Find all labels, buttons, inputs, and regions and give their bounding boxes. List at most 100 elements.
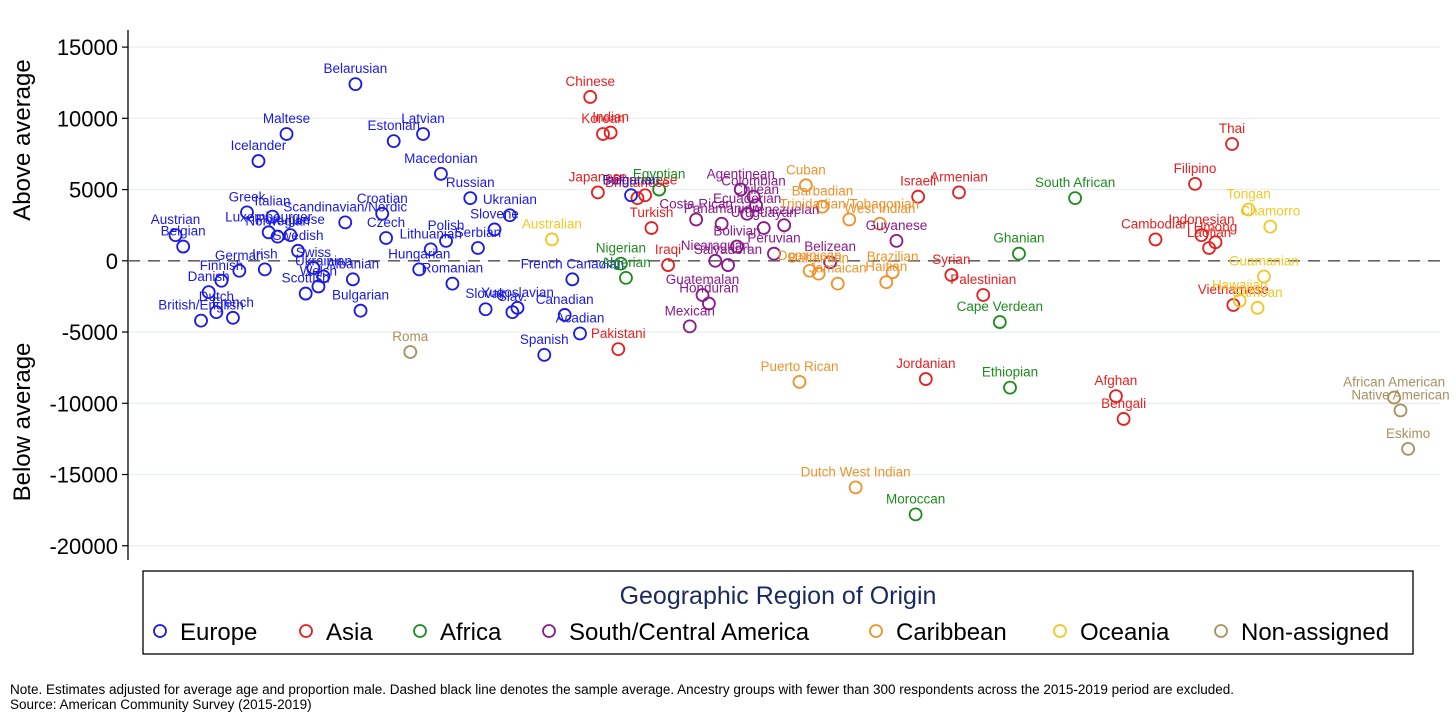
footnote-source: Source: American Community Survey (2015-… [10, 697, 312, 712]
y-axis-label-below: Below average [9, 343, 36, 502]
point-label: Guatemalan [666, 272, 740, 287]
data-point [590, 185, 605, 200]
data-point [505, 305, 520, 319]
y-tick-label: 5000 [69, 178, 118, 203]
data-point [463, 191, 478, 206]
point-label: French [212, 295, 254, 310]
point-label: Nicaraguan [681, 238, 750, 253]
data-point [714, 216, 729, 231]
point-label: Cambodian [1121, 216, 1190, 231]
point-label: Colombian [721, 174, 786, 189]
point-label: Lithuanian [400, 226, 462, 241]
point-label: Czech [367, 215, 405, 230]
data-point [603, 125, 618, 140]
point-label: Venezuelan [749, 202, 820, 217]
point-label: Slav. [498, 289, 527, 304]
point-label: Swedish [273, 228, 324, 243]
data-point [756, 221, 771, 235]
legend-box [142, 570, 1414, 655]
point-label: Israeli [900, 174, 936, 189]
data-point [487, 222, 502, 237]
data-point [644, 221, 659, 235]
point-label: Afghan [1095, 373, 1138, 388]
legend-entries: Europe Asia Africa South/Central America Car… [153, 619, 1389, 646]
point-label: Finnish [200, 258, 244, 273]
point-label: Tongan [1226, 187, 1270, 202]
data-point [777, 218, 792, 233]
point-label: Belizean [804, 239, 856, 254]
data-point [1194, 228, 1209, 243]
point-label: Syrian [932, 252, 970, 267]
data-point [630, 191, 645, 206]
data-point [811, 266, 826, 281]
point-label: Panamanian [684, 201, 760, 216]
data-point [240, 205, 254, 220]
data-point [1003, 380, 1017, 395]
point-label: Japanese [569, 169, 628, 184]
data-point [1250, 300, 1265, 315]
point-label: Latvian [401, 111, 445, 126]
data-point [257, 262, 272, 277]
data-point [270, 229, 285, 244]
point-label: Jordanian [896, 356, 955, 371]
point-label: Spanish [520, 332, 569, 347]
data-point [1401, 441, 1416, 456]
legend-marker [1053, 624, 1067, 638]
data-point [815, 199, 830, 214]
legend-label: South/Central America [569, 619, 810, 646]
point-label: Maltese [263, 111, 310, 126]
point-label: Bolivian [713, 224, 760, 239]
point-label: Turkish [630, 205, 674, 220]
point-label: Haitian [865, 259, 907, 274]
data-point [353, 303, 368, 318]
point-label: Bhutanese [605, 175, 670, 190]
point-label: Bulgarian [603, 172, 660, 187]
y-axis: 15000 10000 5000 0 -5000 -10000 -15000 -20000 [49, 30, 129, 560]
point-label: Ghanian [993, 231, 1044, 246]
data-point [403, 345, 418, 359]
point-label: Moroccan [886, 491, 945, 506]
point-label: Chamorro [1240, 204, 1300, 219]
point-label: Uruguayan [731, 205, 797, 220]
point-label: Belgian [161, 224, 206, 239]
data-point [265, 209, 280, 224]
data-point [306, 261, 321, 275]
data-point [209, 305, 224, 319]
data-point [952, 185, 966, 200]
data-point [176, 239, 191, 254]
legend-label: Europe [180, 619, 257, 646]
data-point [416, 127, 430, 141]
data-point [423, 242, 438, 257]
point-label: Palestinian [950, 272, 1016, 287]
data-point [226, 310, 240, 325]
point-label: Romanian [422, 261, 484, 276]
point-label: Albanian [327, 256, 380, 271]
point-label: Hungarian [388, 246, 450, 261]
data-point [611, 342, 626, 357]
data-point [545, 232, 559, 247]
data-point [471, 241, 485, 255]
data-point [316, 269, 331, 284]
data-point [708, 253, 723, 268]
point-label: Belarusian [324, 61, 388, 76]
point-label: Bengali [1101, 396, 1146, 411]
data-point [412, 262, 427, 277]
legend-marker [869, 624, 883, 638]
data-point [375, 206, 390, 221]
data-point [439, 233, 453, 248]
point-label: Cuban [786, 162, 826, 177]
data-point [918, 372, 933, 386]
legend-label: Caribbean [896, 619, 1007, 646]
grid-layer [128, 46, 1440, 547]
point-label: Luxembourger [225, 209, 313, 224]
point-label: British/English [158, 298, 244, 313]
data-point [798, 178, 813, 193]
legend-label: Asia [326, 619, 373, 646]
data-point [908, 507, 923, 522]
point-label: Dominican [778, 248, 842, 263]
data-point [1232, 293, 1247, 308]
data-point [638, 188, 652, 203]
data-point [596, 127, 610, 141]
data-point [613, 256, 628, 271]
